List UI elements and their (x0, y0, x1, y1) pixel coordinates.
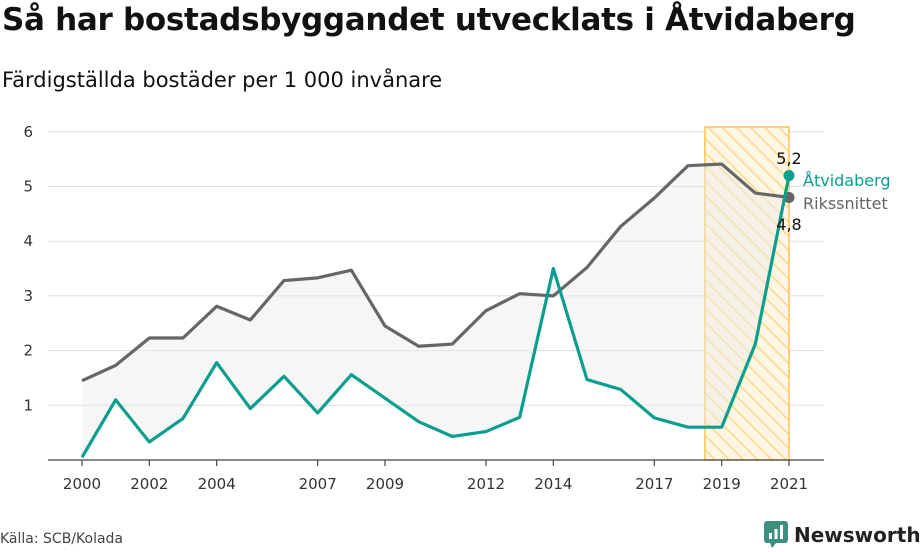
y-tick-label: 5 (23, 178, 33, 196)
y-tick-label: 1 (23, 396, 33, 414)
y-tick-label: 4 (23, 232, 33, 250)
y-tick-label: 3 (23, 287, 33, 305)
x-tick-label: 2017 (635, 475, 673, 493)
x-tick-label: 2002 (130, 475, 168, 493)
brand-name: Newsworthy (794, 523, 920, 547)
x-tick-label: 2012 (467, 475, 505, 493)
series-line-rikssnittet (81, 162, 790, 383)
x-tick-label: 2021 (770, 475, 808, 493)
gap-area (82, 164, 789, 458)
source-note: Källa: SCB/Kolada (0, 531, 124, 547)
x-tick-label: 2007 (299, 475, 337, 493)
y-tick-label: 2 (23, 342, 33, 360)
chart-title: Så har bostadsbyggandet utvecklats i Åtv… (2, 2, 856, 38)
brand-logo: Newsworthy (764, 521, 920, 549)
newsworthy-logo-icon (764, 521, 788, 548)
x-tick-label: 2009 (366, 475, 404, 493)
highlight-band (704, 126, 790, 461)
series-label-rikssnittet: Rikssnittet (803, 194, 888, 213)
x-tick-label: 2014 (534, 475, 572, 493)
end-value-atvidaberg: 5,2 (776, 149, 801, 168)
series-label-atvidaberg: Åtvidaberg (803, 171, 891, 190)
end-value-rikssnittet: 4,8 (776, 215, 801, 234)
chart-subtitle: Färdigställda bostäder per 1 000 invånar… (2, 68, 443, 92)
x-tick-label: 2000 (63, 475, 101, 493)
x-tick-label: 2019 (703, 475, 741, 493)
y-tick-label: 6 (23, 123, 33, 141)
x-tick-label: 2004 (198, 475, 236, 493)
end-point-atvidaberg (783, 170, 795, 182)
series-line-atvidaberg (80, 175, 791, 459)
